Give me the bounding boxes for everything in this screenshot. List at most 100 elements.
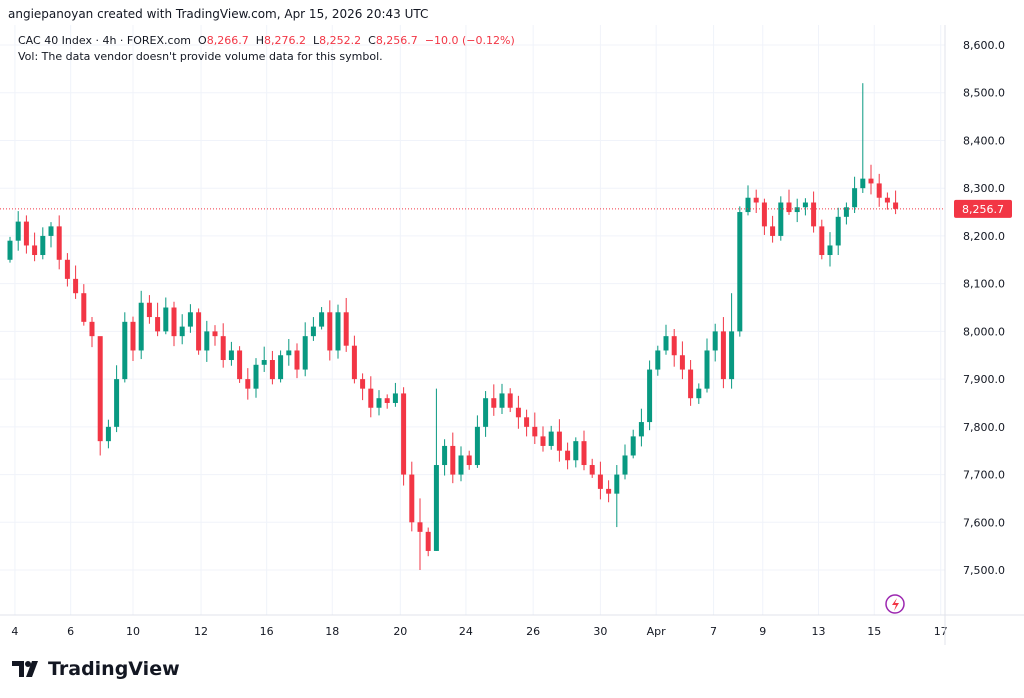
candle-body xyxy=(868,178,874,184)
candle-body xyxy=(171,307,177,337)
candle-body xyxy=(376,398,382,408)
candle xyxy=(704,338,710,393)
candle xyxy=(556,419,562,462)
low-label: L xyxy=(312,34,320,47)
candle xyxy=(228,341,234,366)
candle-body xyxy=(237,350,243,380)
candle xyxy=(196,308,202,355)
candle xyxy=(187,304,193,333)
logo-text: TradingView xyxy=(48,658,180,680)
candle-body xyxy=(155,317,161,332)
close-label: C xyxy=(368,34,376,47)
tradingview-logo[interactable]: TradingView xyxy=(12,658,180,680)
candle xyxy=(581,430,587,471)
candle xyxy=(360,373,366,401)
candle-body xyxy=(105,426,111,442)
candle-body xyxy=(351,345,357,380)
candle-body xyxy=(876,183,882,198)
candle-body xyxy=(622,455,628,475)
candle-body xyxy=(450,445,456,475)
candle-body xyxy=(712,331,718,351)
x-tick-label: 30 xyxy=(593,625,607,638)
candle xyxy=(73,265,79,299)
candle-body xyxy=(56,226,62,260)
candle xyxy=(524,409,530,437)
volume-note: Vol: The data vendor doesn't provide vol… xyxy=(18,50,383,63)
candle-body xyxy=(114,379,120,427)
candle-body xyxy=(852,188,858,208)
candle xyxy=(327,300,333,361)
candle-body xyxy=(565,450,571,461)
candle-body xyxy=(835,216,841,246)
candle-body xyxy=(40,235,46,256)
candle xyxy=(155,302,161,337)
x-tick-label: 6 xyxy=(67,625,74,638)
candle xyxy=(819,219,825,260)
x-tick-label: 26 xyxy=(526,625,540,638)
y-tick-label: 7,500.0 xyxy=(963,564,1005,577)
candle-body xyxy=(688,369,694,399)
candle xyxy=(622,444,628,480)
symbol-info[interactable]: CAC 40 Index · 4h · FOREX.com xyxy=(18,34,192,47)
candle-body xyxy=(819,226,825,256)
last-price-badge xyxy=(954,199,1012,218)
candle-body xyxy=(770,226,776,236)
candle xyxy=(433,388,439,551)
candle-body xyxy=(647,369,653,423)
candle-body xyxy=(310,326,316,337)
candle-body xyxy=(187,312,193,327)
lightning-icon[interactable] xyxy=(885,594,905,614)
candle-body xyxy=(302,336,308,370)
candle xyxy=(392,382,398,407)
candle-body xyxy=(294,350,300,370)
candle xyxy=(835,207,841,256)
candle xyxy=(606,480,612,503)
candle-body xyxy=(786,202,792,213)
candle-body xyxy=(761,202,767,227)
candle-body xyxy=(753,197,759,203)
candle-body xyxy=(245,379,251,389)
candle-body xyxy=(220,336,226,361)
candle-body xyxy=(327,312,333,351)
candle xyxy=(729,293,735,389)
candle-body xyxy=(179,326,185,337)
candle xyxy=(548,425,554,450)
candle xyxy=(32,232,38,262)
candle xyxy=(122,312,128,383)
y-tick-label: 8,200.0 xyxy=(963,230,1005,243)
price-chart[interactable]: 8,600.0 8,500.0 8,400.0 8,300.0 8,200.0 8,100… xyxy=(0,25,1024,645)
candle-body xyxy=(335,312,341,351)
chart-legend: CAC 40 Index · 4h · FOREX.com O8,266.7 H… xyxy=(18,33,515,65)
candle-body xyxy=(860,178,866,189)
candle xyxy=(466,450,472,470)
y-tick-label: 7,800.0 xyxy=(963,421,1005,434)
candle-body xyxy=(138,302,144,351)
candle xyxy=(507,388,513,413)
candle-body xyxy=(827,245,833,256)
low-value: 8,252.2 xyxy=(319,34,362,47)
candle-body xyxy=(401,393,407,475)
x-tick-label: Apr xyxy=(647,625,667,638)
candle-body xyxy=(212,331,218,337)
candle xyxy=(532,412,538,445)
candle xyxy=(245,368,251,400)
x-tick-label: 13 xyxy=(812,625,826,638)
y-tick-label: 8,600.0 xyxy=(963,39,1005,52)
candle xyxy=(540,426,546,452)
candle xyxy=(64,253,70,287)
candle-body xyxy=(360,379,366,389)
candle xyxy=(827,232,833,267)
candle-body xyxy=(474,426,480,466)
last-price-label: 8,256.7 xyxy=(962,203,1004,216)
candle-body xyxy=(606,488,612,494)
candle-body xyxy=(32,245,38,256)
candle-body xyxy=(409,474,415,523)
candle xyxy=(204,320,210,362)
candle-body xyxy=(843,207,849,217)
candle-body xyxy=(466,455,472,466)
candle-body xyxy=(532,426,538,437)
candle xyxy=(778,196,784,241)
candle xyxy=(720,317,726,389)
candle xyxy=(114,365,120,433)
candle xyxy=(48,222,54,248)
